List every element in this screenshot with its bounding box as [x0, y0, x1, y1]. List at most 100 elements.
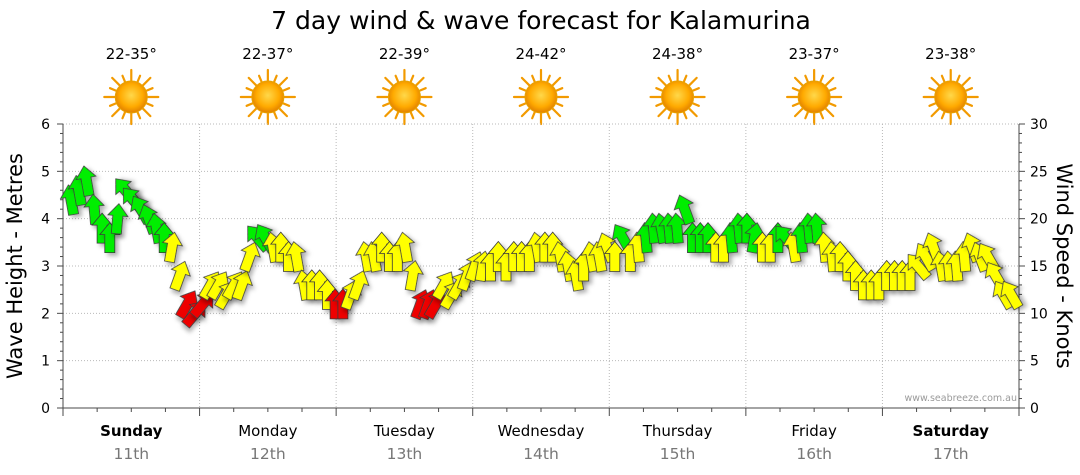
sun-ray [657, 76, 668, 87]
wind-arrow [1000, 280, 1024, 311]
sun-ray [272, 74, 278, 84]
y-tick-label-right: 30 [1030, 117, 1048, 133]
sun-ray [964, 102, 974, 107]
y-tick-label-right: 25 [1030, 164, 1048, 180]
sun-ray [546, 74, 551, 84]
sun-ray [687, 76, 698, 87]
date-label: 11th [113, 445, 149, 463]
sun-ray [691, 87, 700, 92]
sun-ray [793, 107, 804, 118]
sun-ray [655, 102, 664, 107]
y-tick-label-left: 4 [41, 212, 50, 228]
watermark: www.seabreeze.com.au [905, 393, 1018, 404]
day-label: Tuesday [373, 422, 435, 440]
sun-ray [108, 102, 118, 107]
y-tick-label-left: 2 [41, 306, 50, 322]
y-tick-label-right: 5 [1030, 354, 1039, 370]
y-tick-label-left: 1 [41, 354, 50, 370]
sun-ray [409, 74, 415, 84]
sun-ray [414, 107, 425, 118]
sun-disc [387, 80, 421, 114]
sun-ray [804, 110, 810, 120]
sun-ray [520, 107, 531, 118]
sun-ray [687, 107, 698, 118]
sun-ray [964, 87, 974, 92]
sun-ray [278, 76, 289, 87]
sun-ray [518, 102, 528, 107]
sun-ray [144, 102, 154, 107]
sun-icon [649, 68, 706, 126]
sun-ray [691, 102, 700, 107]
sun-ray [520, 76, 531, 87]
day-label: Friday [791, 422, 837, 440]
sun-ray [827, 87, 837, 92]
sun-icon [376, 68, 433, 126]
sun-ray [827, 102, 837, 107]
sun-ray [791, 87, 801, 92]
wind-arrow [75, 165, 97, 197]
sun-ray [804, 74, 810, 84]
sun-ray [245, 102, 255, 107]
sun-disc [661, 80, 695, 114]
sun-ray [819, 110, 825, 120]
sun-disc [524, 80, 558, 114]
wind-arrow [169, 260, 191, 292]
temp-range-label: 23-37° [789, 45, 840, 63]
sun-ray [382, 102, 391, 107]
sun-ray [418, 87, 427, 92]
date-label: 13th [387, 445, 423, 463]
sun-ray [546, 110, 551, 120]
sun-ray [824, 107, 835, 118]
sun-ray [418, 102, 427, 107]
sun-ray [793, 76, 804, 87]
sun-ray [144, 87, 154, 92]
sun-icon [103, 68, 160, 126]
sun-ray [940, 74, 946, 84]
sun-disc [114, 80, 148, 114]
y-tick-label-right: 20 [1030, 212, 1048, 228]
sun-ray [136, 110, 142, 120]
sun-ray [281, 102, 291, 107]
sun-ray [955, 110, 961, 120]
sun-ray [960, 76, 971, 87]
y-tick-label-left: 0 [41, 401, 50, 417]
sun-ray [141, 76, 152, 87]
sun-ray [551, 76, 562, 87]
sun-ray [384, 76, 395, 87]
sun-ray [382, 87, 391, 92]
date-label: 17th [933, 445, 969, 463]
sun-ray [657, 107, 668, 118]
sun-ray [108, 87, 118, 92]
sun-ray [551, 107, 562, 118]
sun-ray [930, 107, 941, 118]
sun-ray [136, 74, 142, 84]
sun-disc [251, 80, 285, 114]
sun-icon [786, 68, 843, 126]
sun-ray [955, 74, 961, 84]
sun-ray [384, 107, 395, 118]
y-tick-label-left: 3 [41, 259, 50, 275]
sun-ray [682, 110, 688, 120]
day-label: Saturday [913, 422, 990, 440]
date-label: 15th [660, 445, 696, 463]
sun-ray [531, 74, 536, 84]
sun-ray [121, 74, 127, 84]
sun-ray [278, 107, 289, 118]
wind-arrow [393, 231, 416, 264]
sun-ray [111, 76, 122, 87]
sun-ray [960, 107, 971, 118]
y-tick-label-right: 15 [1030, 259, 1048, 275]
sun-ray [121, 110, 127, 120]
sun-ray [667, 110, 673, 120]
sun-icon [512, 68, 570, 126]
temp-range-label: 22-39° [379, 45, 430, 63]
y-axis-left-title: Wave Height - Metres [3, 153, 27, 379]
sun-icon [922, 68, 979, 126]
day-label: Monday [238, 422, 297, 440]
sun-ray [791, 102, 801, 107]
wind-arrow [239, 241, 261, 273]
sun-ray [554, 102, 564, 107]
day-label: Thursday [642, 422, 713, 440]
sun-ray [824, 76, 835, 87]
